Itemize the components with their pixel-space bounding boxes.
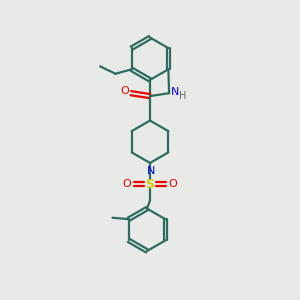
Text: O: O: [123, 179, 131, 189]
Text: N: N: [147, 167, 155, 176]
Text: N: N: [171, 87, 179, 97]
Text: S: S: [146, 178, 154, 191]
Text: H: H: [179, 91, 187, 100]
Text: O: O: [169, 179, 177, 189]
Text: O: O: [121, 86, 129, 96]
